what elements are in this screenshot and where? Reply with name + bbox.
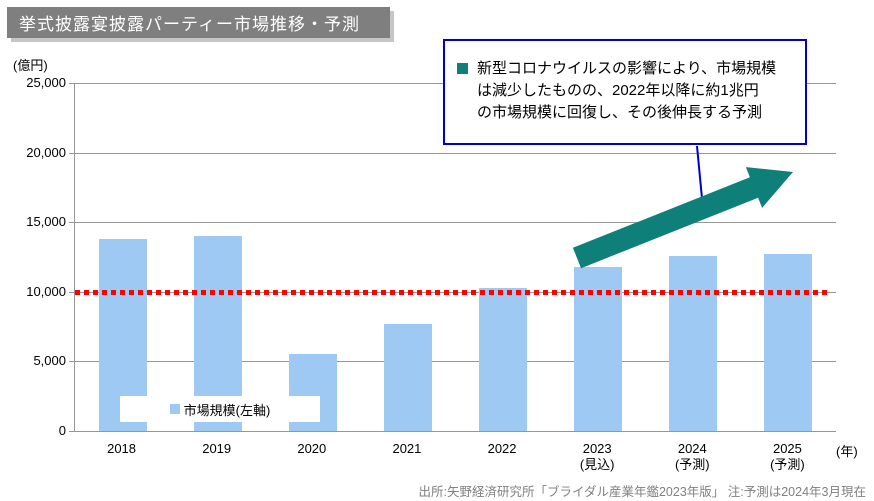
x-tick-2018: 2018: [107, 441, 137, 456]
y-axis-unit-label: (億円): [13, 58, 48, 73]
chart-title-text: 挙式披露宴披露パーティー市場推移・予測: [19, 15, 360, 34]
annotation-line-3: の市場規模に回復し、その後伸長する予測: [477, 104, 763, 121]
x-tick-2022: 2022: [487, 441, 517, 456]
y-tick-20000: 20,000: [26, 144, 66, 160]
legend: 市場規模(左軸): [120, 396, 320, 422]
bar-2022: [479, 287, 528, 431]
x-tick-2020: 2020: [297, 441, 327, 456]
bar-2025: [764, 254, 813, 431]
gridline-0: [69, 431, 836, 432]
y-tick-10000: 10,000: [26, 283, 66, 299]
bar-2024: [669, 255, 718, 431]
legend-label: 市場規模(左軸): [183, 402, 271, 418]
y-tick-15000: 15,000: [26, 214, 66, 230]
gridline-15000: [69, 222, 836, 224]
gridline-5000: [69, 361, 836, 363]
x-tick-2024: 2024 (予測): [674, 441, 710, 472]
x-tick-2023: 2023 (見込): [579, 441, 615, 472]
source-note: 出所:矢野経済研究所「ブライダル産業年鑑2023年版」 注:予測は2024年3月…: [418, 485, 867, 499]
gridline-20000: [69, 152, 836, 154]
legend-marker-square: [169, 404, 180, 414]
reference-line-10000: [75, 289, 830, 295]
y-tick-0: 0: [58, 423, 66, 438]
annotation-line-2: は減少したものの、2022年以降に約1兆円: [477, 82, 759, 99]
x-tick-2019: 2019: [202, 441, 232, 456]
chart-title: 挙式披露宴披露パーティー市場推移・予測: [7, 7, 390, 38]
y-tick-25000: 25,000: [26, 75, 66, 90]
x-tick-2021: 2021: [392, 441, 422, 456]
y-tick-5000: 5,000: [33, 353, 66, 369]
annotation-bullet-square-icon: [457, 63, 468, 74]
bar-2021: [383, 323, 432, 431]
annotation-callout-box: 新型コロナウイルスの影響により、市場規模 は減少したものの、2022年以降に約1…: [443, 39, 807, 145]
x-axis-unit-label: (年): [836, 444, 858, 459]
annotation-line-1: 新型コロナウイルスの影響により、市場規模: [477, 60, 777, 77]
x-tick-2025: 2025 (予測): [770, 441, 805, 472]
